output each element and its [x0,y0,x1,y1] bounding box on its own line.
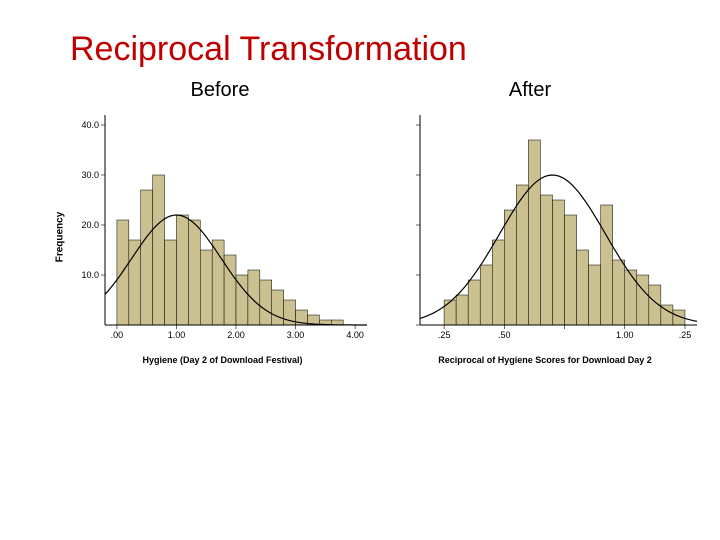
subtitles-row: Before After [70,79,690,102]
svg-text:20.0: 20.0 [81,220,99,230]
svg-text:1.00: 1.00 [168,330,186,340]
before-chart-panel: Frequency 10.020.030.040.0.001.002.003.0… [70,107,375,367]
svg-text:10.0: 10.0 [81,270,99,280]
page-title: Reciprocal Transformation [70,30,680,69]
after-chart-svg: .25 .50 1.00 .25 [385,107,705,347]
before-ylabel: Frequency [55,212,66,263]
svg-text:.50: .50 [498,330,511,340]
before-chart-svg: 10.0 20.0 30.0 40.0 .00 1.00 2.00 3.00 4.00 [70,107,375,347]
after-xlabel: Reciprocal of Hygiene Scores for Downloa… [385,355,705,365]
svg-text:.25: .25 [438,330,451,340]
charts-row: Frequency 10.020.030.040.0.001.002.003.0… [70,107,710,367]
svg-text:.25: .25 [679,330,692,340]
subtitle-before: Before [70,79,370,102]
svg-text:30.0: 30.0 [81,170,99,180]
svg-text:2.00: 2.00 [227,330,245,340]
subtitle-after: After [370,79,690,102]
svg-text:1.00: 1.00 [616,330,634,340]
slide: Reciprocal Transformation Before After F… [0,0,720,540]
svg-text:40.0: 40.0 [81,120,99,130]
svg-text:3.00: 3.00 [287,330,305,340]
svg-text:4.00: 4.00 [346,330,364,340]
after-chart-panel: .25 .50 1.00 .25 Reciprocal of Hygiene Scor… [385,107,705,367]
before-xlabel: Hygiene (Day 2 of Download Festival) [70,355,375,365]
svg-text:.00: .00 [111,330,124,340]
